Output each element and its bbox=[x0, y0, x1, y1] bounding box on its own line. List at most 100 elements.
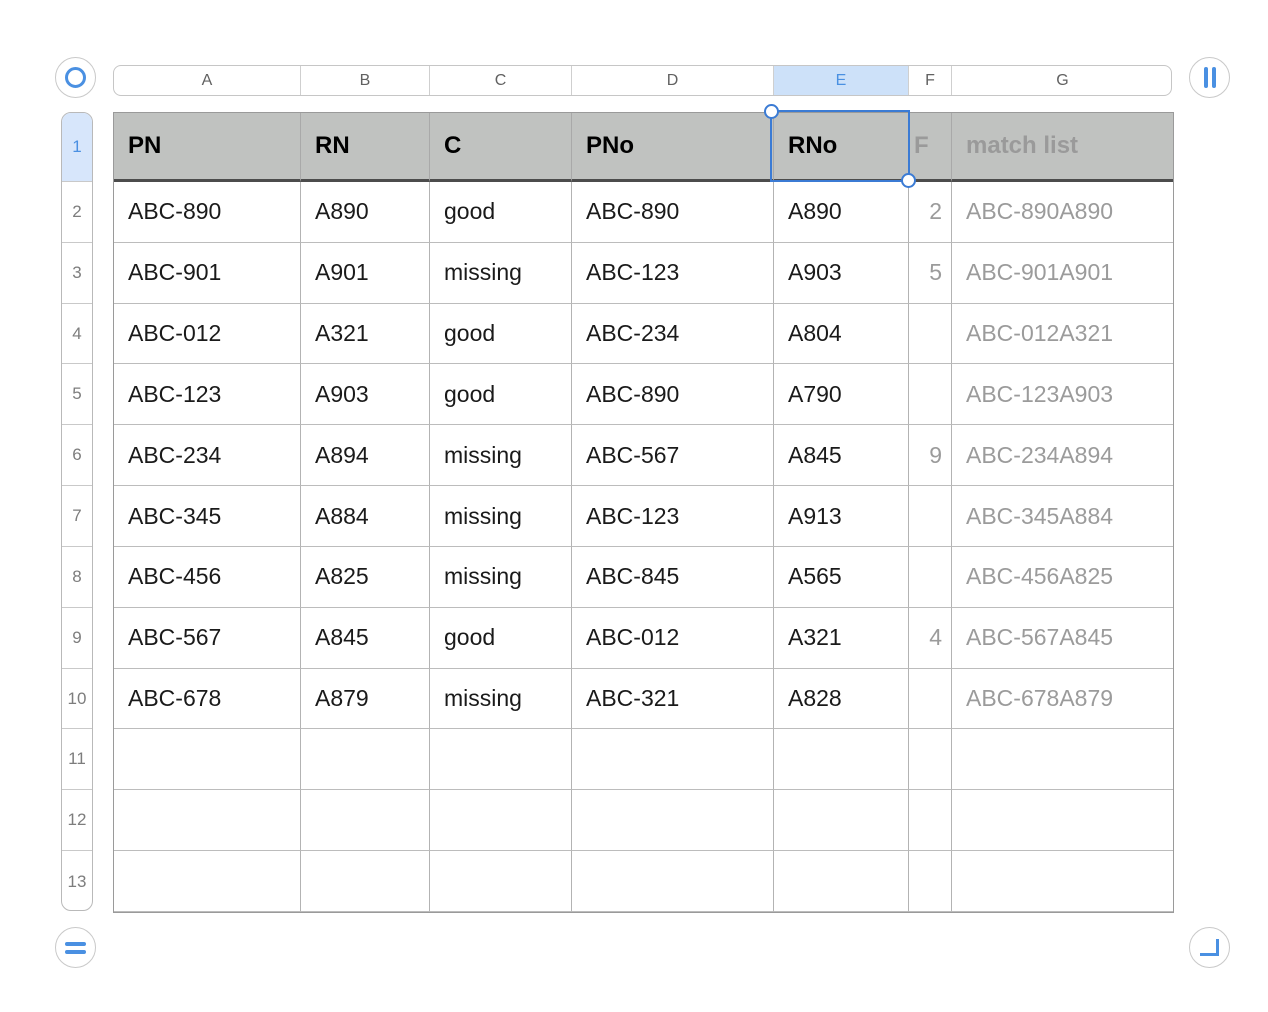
cell-E2[interactable]: A890 bbox=[774, 182, 909, 243]
cell-A13[interactable] bbox=[114, 851, 301, 912]
cell-F4[interactable] bbox=[909, 303, 952, 365]
cell-E11[interactable] bbox=[774, 729, 909, 791]
header-cell-rn[interactable]: RN bbox=[301, 113, 430, 182]
cell-G2[interactable]: ABC-890A890 bbox=[952, 182, 1173, 243]
cell-B6[interactable]: A894 bbox=[301, 425, 430, 487]
cell-B9[interactable]: A845 bbox=[301, 607, 430, 669]
cell-B10[interactable]: A879 bbox=[301, 668, 430, 730]
header-cell-match-list[interactable]: match list bbox=[952, 113, 1173, 182]
column-header-f[interactable]: F bbox=[909, 66, 952, 95]
cell-D11[interactable] bbox=[572, 729, 774, 791]
cell-C11[interactable] bbox=[430, 729, 572, 791]
cell-F13[interactable] bbox=[909, 851, 952, 912]
cell-A4[interactable]: ABC-012 bbox=[114, 303, 301, 365]
resize-table-button[interactable] bbox=[1189, 927, 1230, 968]
cell-E12[interactable] bbox=[774, 790, 909, 852]
row-header-6[interactable]: 6 bbox=[62, 425, 92, 487]
cell-A3[interactable]: ABC-901 bbox=[114, 242, 301, 304]
cell-D2[interactable]: ABC-890 bbox=[572, 182, 774, 243]
row-header-11[interactable]: 11 bbox=[62, 729, 92, 791]
cell-A12[interactable] bbox=[114, 790, 301, 852]
cell-C3[interactable]: missing bbox=[430, 242, 572, 304]
cell-A10[interactable]: ABC-678 bbox=[114, 668, 301, 730]
header-cell-c[interactable]: C bbox=[430, 113, 572, 182]
cell-G3[interactable]: ABC-901A901 bbox=[952, 243, 1173, 304]
cell-G4[interactable]: ABC-012A321 bbox=[952, 304, 1173, 365]
cell-C8[interactable]: missing bbox=[430, 546, 572, 608]
row-header-13[interactable]: 13 bbox=[67, 871, 87, 891]
cell-E6[interactable]: A845 bbox=[774, 425, 909, 487]
row-header-2[interactable]: 2 bbox=[62, 182, 92, 243]
cell-A6[interactable]: ABC-234 bbox=[114, 425, 301, 487]
cell-F11[interactable] bbox=[909, 729, 952, 791]
cell-D8[interactable]: ABC-845 bbox=[572, 546, 774, 608]
cell-F10[interactable] bbox=[909, 668, 952, 730]
cell-G6[interactable]: ABC-234A894 bbox=[952, 425, 1173, 487]
cell-A5[interactable]: ABC-123 bbox=[114, 364, 301, 426]
cell-B13[interactable] bbox=[301, 851, 430, 912]
cell-E9[interactable]: A321 bbox=[774, 607, 909, 669]
column-header-d[interactable]: D bbox=[572, 66, 774, 95]
row-header-8[interactable]: 8 bbox=[62, 547, 92, 608]
cell-B4[interactable]: A321 bbox=[301, 303, 430, 365]
cell-D13[interactable] bbox=[572, 851, 774, 912]
row-header-5[interactable]: 5 bbox=[62, 364, 92, 426]
cell-E8[interactable]: A565 bbox=[774, 546, 909, 608]
cell-A7[interactable]: ABC-345 bbox=[114, 486, 301, 547]
cell-F2[interactable]: 2 bbox=[909, 182, 952, 243]
cell-G11[interactable] bbox=[952, 729, 1173, 791]
table-select-button[interactable] bbox=[55, 57, 96, 98]
cell-F12[interactable] bbox=[909, 790, 952, 852]
cell-E3[interactable]: A903 bbox=[774, 242, 909, 304]
row-header-3[interactable]: 3 bbox=[62, 243, 92, 304]
cell-E10[interactable]: A828 bbox=[774, 668, 909, 730]
column-header-c[interactable]: C bbox=[430, 66, 572, 95]
cell-G10[interactable]: ABC-678A879 bbox=[952, 669, 1173, 730]
cell-D9[interactable]: ABC-012 bbox=[572, 607, 774, 669]
cell-C6[interactable]: missing bbox=[430, 425, 572, 487]
cell-F3[interactable]: 5 bbox=[909, 242, 952, 304]
add-row-button[interactable] bbox=[55, 927, 96, 968]
cell-C4[interactable]: good bbox=[430, 303, 572, 365]
cell-F9[interactable]: 4 bbox=[909, 607, 952, 669]
cell-F6[interactable]: 9 bbox=[909, 425, 952, 487]
cell-B3[interactable]: A901 bbox=[301, 242, 430, 304]
cell-E5[interactable]: A790 bbox=[774, 364, 909, 426]
row-header-7[interactable]: 7 bbox=[62, 486, 92, 547]
header-cell-pn[interactable]: PN bbox=[114, 113, 301, 182]
cell-G8[interactable]: ABC-456A825 bbox=[952, 547, 1173, 608]
cell-C13[interactable] bbox=[430, 851, 572, 912]
cell-B8[interactable]: A825 bbox=[301, 546, 430, 608]
cell-D12[interactable] bbox=[572, 790, 774, 852]
cell-A9[interactable]: ABC-567 bbox=[114, 607, 301, 669]
column-header-b[interactable]: B bbox=[301, 66, 430, 95]
cell-B5[interactable]: A903 bbox=[301, 364, 430, 426]
header-cell-f[interactable]: F bbox=[909, 113, 952, 182]
cell-C10[interactable]: missing bbox=[430, 668, 572, 730]
cell-G5[interactable]: ABC-123A903 bbox=[952, 364, 1173, 426]
cell-A11[interactable] bbox=[114, 729, 301, 791]
column-header-a[interactable]: A bbox=[114, 66, 301, 95]
cell-D4[interactable]: ABC-234 bbox=[572, 303, 774, 365]
cell-C9[interactable]: good bbox=[430, 607, 572, 669]
row-header-bar[interactable]: 1 2 3 4 5 6 7 8 9 10 11 12 13 bbox=[61, 112, 93, 911]
cell-B12[interactable] bbox=[301, 790, 430, 852]
cell-B2[interactable]: A890 bbox=[301, 182, 430, 243]
cell-G9[interactable]: ABC-567A845 bbox=[952, 608, 1173, 669]
cell-E7[interactable]: A913 bbox=[774, 486, 909, 547]
row-header-10[interactable]: 10 bbox=[62, 669, 92, 730]
cell-D6[interactable]: ABC-567 bbox=[572, 425, 774, 487]
cell-G7[interactable]: ABC-345A884 bbox=[952, 486, 1173, 547]
cell-D10[interactable]: ABC-321 bbox=[572, 668, 774, 730]
cell-D7[interactable]: ABC-123 bbox=[572, 486, 774, 547]
cell-B7[interactable]: A884 bbox=[301, 486, 430, 547]
cell-C5[interactable]: good bbox=[430, 364, 572, 426]
row-header-9[interactable]: 9 bbox=[62, 608, 92, 669]
row-header-1[interactable]: 1 bbox=[62, 113, 92, 182]
cell-E13[interactable] bbox=[774, 851, 909, 912]
cell-A2[interactable]: ABC-890 bbox=[114, 182, 301, 243]
cell-G13[interactable] bbox=[952, 851, 1173, 912]
header-cell-rno[interactable]: RNo bbox=[774, 113, 909, 182]
cell-F8[interactable] bbox=[909, 546, 952, 608]
